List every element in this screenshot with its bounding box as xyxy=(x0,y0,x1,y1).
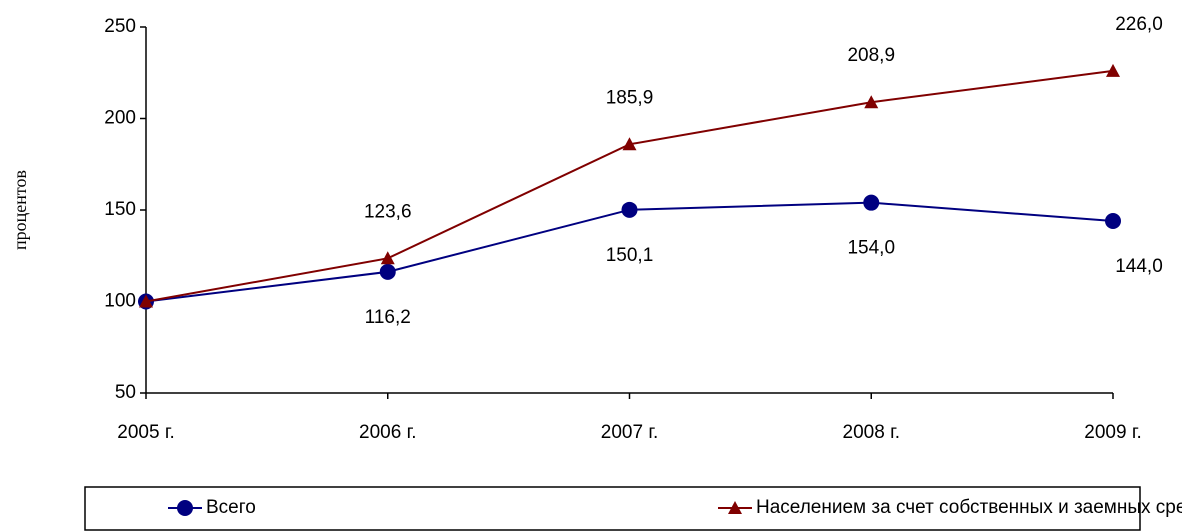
point xyxy=(380,251,395,265)
data-label: 208,9 xyxy=(847,45,895,66)
point xyxy=(621,201,638,218)
legend-marker xyxy=(177,500,193,516)
x-tick-label: 2009 г. xyxy=(1084,422,1141,443)
point xyxy=(1105,212,1121,229)
legend-marker xyxy=(728,501,742,514)
point xyxy=(139,294,153,308)
data-label: 150,1 xyxy=(606,245,654,266)
point xyxy=(622,137,637,151)
data-label: 226,0 xyxy=(1115,14,1163,35)
x-tick-label: 2008 г. xyxy=(843,422,900,443)
x-tick-label: 2006 г. xyxy=(359,422,416,443)
y-tick-label: 100 xyxy=(104,291,136,312)
point xyxy=(864,95,879,109)
x-tick-label: 2007 г. xyxy=(601,422,658,443)
point xyxy=(1106,63,1120,77)
legend-label: Населением за счет собственных и заемных… xyxy=(756,497,1182,518)
point xyxy=(863,194,880,211)
y-tick-label: 250 xyxy=(104,16,136,37)
data-label: 116,2 xyxy=(365,307,411,328)
y-tick-label: 50 xyxy=(115,382,136,403)
x-tick-label: 2005 г. xyxy=(117,422,174,443)
legend-box xyxy=(84,486,1141,531)
y-tick-label: 200 xyxy=(104,108,136,129)
legend-label: Всего xyxy=(206,497,256,518)
data-label: 123,6 xyxy=(364,201,412,222)
data-label: 144,0 xyxy=(1115,256,1163,277)
data-label: 154,0 xyxy=(847,238,895,259)
y-tick-label: 150 xyxy=(104,199,136,220)
data-label: 185,9 xyxy=(606,87,654,108)
y-axis-label: процентов xyxy=(10,170,30,250)
point xyxy=(379,263,396,280)
